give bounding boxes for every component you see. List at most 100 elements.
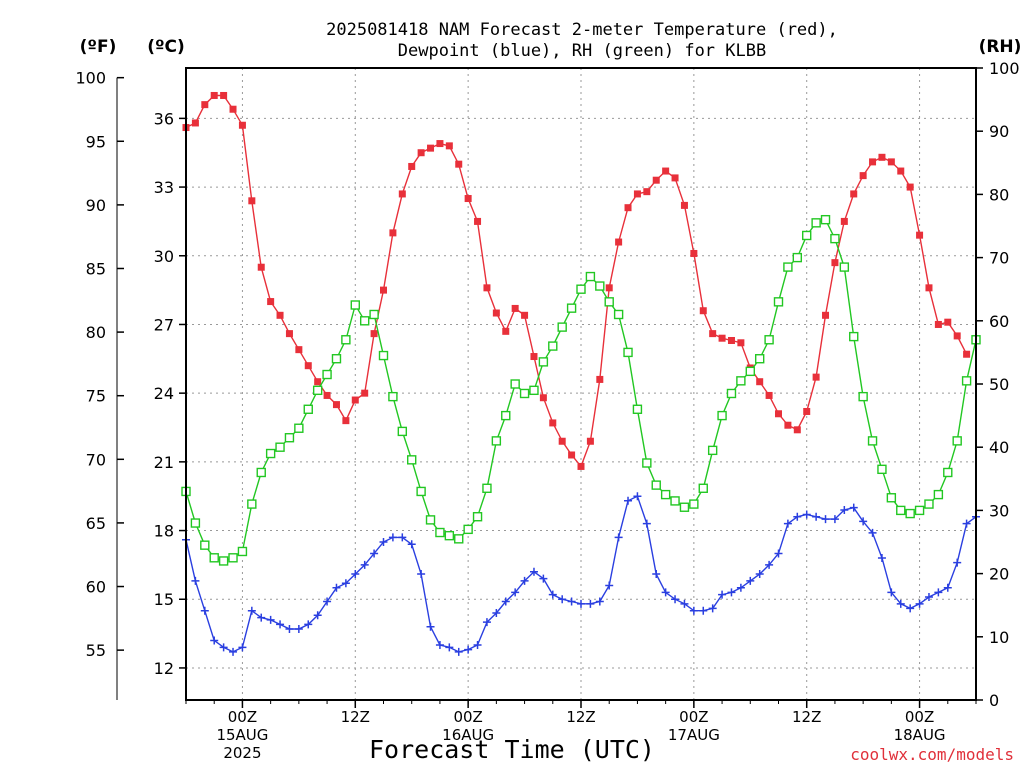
rh-point [604,297,614,307]
x-axis-label: Forecast Time (UTC) [369,735,655,764]
celsius-tick-label: 30 [154,247,174,266]
celsius-tick-label: 24 [154,384,174,403]
celsius-tick-label: 27 [154,315,174,334]
dewpoint-point [341,579,350,588]
dewpoint-point [247,606,256,615]
temperature-point [699,307,707,315]
date-label: 18AUG [894,726,946,744]
temperature-point [474,217,482,225]
dewpoint-point [191,576,200,585]
temperature-point [408,162,416,170]
rh-point [265,448,276,459]
dewpoint-point [520,576,529,585]
fahrenheit-tick-label: 95 [86,132,106,151]
rh-point [595,281,605,291]
temperature-point [963,350,971,358]
date-label: 2025 [223,744,261,762]
dewpoint-point [370,549,379,558]
rh-point [811,218,821,228]
dewpoint-point [906,604,915,613]
rh-point [830,233,840,244]
rh-point [378,350,389,361]
dewpoint-point [210,636,219,645]
rh-point [519,388,530,399]
temperature-point [332,401,340,409]
temperature-point [605,284,613,292]
rh-point [877,464,887,475]
rh-point [228,553,238,563]
temperature-point [257,263,265,271]
dewpoint-point [859,517,868,526]
temperature-point [822,311,830,319]
rh-point [745,366,755,377]
dewpoint-point [586,599,595,608]
fahrenheit-unit-label: (ºF) [80,37,117,57]
temperature-point [887,158,895,166]
rh-point [209,553,219,563]
fahrenheit-tick-label: 65 [86,514,106,533]
fahrenheit-tick-label: 70 [86,450,106,469]
rh-point [896,505,906,516]
fahrenheit-tick-label: 85 [86,259,106,278]
rh-tick-label: 60 [989,312,1009,331]
temperature-point [869,158,877,166]
rh-point [905,508,915,519]
temperature-point [417,149,425,157]
temperature-point [568,451,576,459]
dewpoint-point [398,533,407,542]
dewpoint-point [774,549,783,558]
dewpoint-point [388,533,397,542]
temperature-point [323,391,331,399]
date-label: 15AUG [216,726,268,744]
rh-unit-label: (RH) [979,37,1022,57]
rh-point [820,214,831,225]
rh-point [463,524,473,535]
rh-point [341,335,351,345]
rh-line [185,218,977,562]
rh-point [284,433,295,443]
rh-point [218,556,229,566]
temperature-point [934,320,942,328]
rh-point [359,316,370,326]
fahrenheit-tick-label: 55 [86,641,106,660]
time-tick-label: 00Z [905,708,934,726]
dewpoint-point [830,515,839,524]
dewpoint-point [689,606,698,615]
date-label: 17AUG [668,726,720,744]
temperature-point [709,330,717,338]
dewpoint-point [511,588,520,597]
rh-point [237,546,248,557]
rh-tick-label: 90 [989,122,1009,141]
dewpoint-point [718,590,727,599]
rh-point [190,518,201,528]
temperature-point [389,229,397,237]
dewpoint-point [285,625,294,634]
dewpoint-point [671,595,680,604]
celsius-tick-label: 15 [154,590,174,609]
dewpoint-point [332,583,341,592]
dewpoint-point [624,496,633,505]
rh-point [444,530,455,541]
temperature-point [370,330,378,338]
dewpoint-point [238,643,247,652]
temperature-point [558,437,566,445]
dewpoint-point [765,560,774,569]
temperature-point [304,362,312,370]
rh-point [679,502,690,512]
rh-point [312,385,323,396]
dewpoint-point [294,625,303,634]
rh-point [247,499,257,509]
dewpoint-point [934,588,943,597]
temperature-point [220,91,228,99]
dewpoint-point [812,512,821,521]
temperature-point [201,101,209,109]
temperature-point [549,419,557,427]
temperature-point [521,311,529,319]
dewpoint-point [877,554,886,563]
temperature-point [285,330,293,338]
dewpoint-point [642,519,651,528]
rh-tick-label: 20 [989,565,1009,584]
rh-point [510,379,520,389]
rh-point [557,322,567,332]
